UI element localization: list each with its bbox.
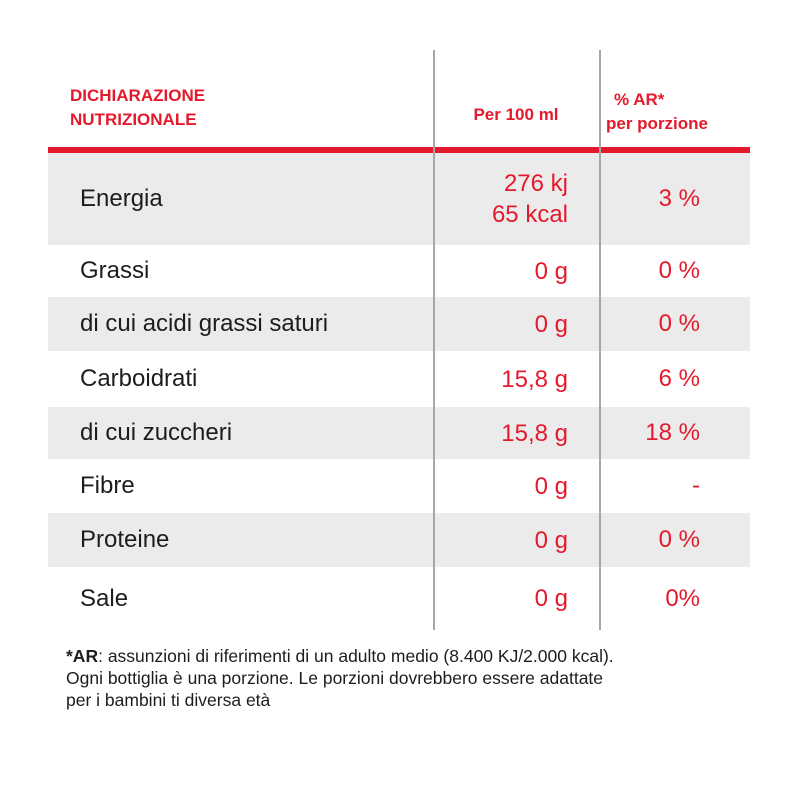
table-row-fibre: Fibre 0 g - xyxy=(48,459,750,513)
table-title: DICHIARAZIONE NUTRIZIONALE xyxy=(70,84,300,132)
column-header-ar-line1: % AR* xyxy=(614,90,665,109)
header-divider xyxy=(48,147,750,153)
row-percent: 18 % xyxy=(645,419,700,446)
column-divider-2 xyxy=(599,50,601,630)
row-percent: - xyxy=(692,472,700,499)
footnote-label: *AR xyxy=(66,646,99,666)
table-row-grassi-saturi: di cui acidi grassi saturi 0 g 0 % xyxy=(48,297,750,351)
row-value-kj: 276 kj xyxy=(503,170,568,197)
column-divider-1 xyxy=(433,50,435,630)
table-row-zuccheri: di cui zuccheri 15,8 g 18 % xyxy=(48,407,750,459)
column-header-ar: % AR* per porzione xyxy=(606,88,746,136)
footnote-line1: : assunzioni di riferimenti di un adulto… xyxy=(98,646,614,666)
row-value-kcal: 65 kcal xyxy=(491,201,568,228)
row-percent: 3 % xyxy=(658,185,700,212)
row-value: 15,8 g xyxy=(501,419,568,447)
row-percent: 0 % xyxy=(658,526,700,553)
column-header-per-100: Per 100 ml xyxy=(473,105,559,124)
row-value: 15,8 g xyxy=(501,365,568,393)
row-percent: 6 % xyxy=(658,365,700,392)
row-label: Proteine xyxy=(80,526,170,553)
row-percent: 0 % xyxy=(658,310,700,337)
footnote: *AR: assunzioni di riferimenti di un adu… xyxy=(66,645,766,711)
row-percent: 0 % xyxy=(658,257,700,284)
row-value: 0 g xyxy=(534,257,568,285)
row-value: 276 kj 65 kcal xyxy=(436,153,568,245)
table-title-line1: DICHIARAZIONE xyxy=(70,86,206,105)
table-title-line2: NUTRIZIONALE xyxy=(70,110,197,129)
row-label: Grassi xyxy=(80,257,150,284)
footnote-line3: per i bambini ti diversa età xyxy=(66,690,271,710)
footnote-line2: Ogni bottiglia è una porzione. Le porzio… xyxy=(66,668,604,688)
row-percent: 0% xyxy=(665,584,700,612)
row-value: 0 g xyxy=(534,310,568,338)
row-label: Carboidrati xyxy=(80,365,198,392)
row-label: Fibre xyxy=(80,472,135,499)
row-label: di cui zuccheri xyxy=(80,419,233,446)
table-row-sale: Sale 0 g 0% xyxy=(48,567,750,630)
table-row-energia: Energia 276 kj 65 kcal 3 % xyxy=(48,153,750,245)
nutrition-table: DICHIARAZIONE NUTRIZIONALE Per 100 ml % … xyxy=(48,50,750,630)
column-header-ar-line2: per porzione xyxy=(606,114,709,133)
row-label: Energia xyxy=(80,185,163,212)
row-value: 0 g xyxy=(534,585,568,612)
row-value: 0 g xyxy=(534,472,568,500)
table-row-proteine: Proteine 0 g 0 % xyxy=(48,513,750,567)
table-row-carboidrati: Carboidrati 15,8 g 6 % xyxy=(48,351,750,407)
table-row-grassi: Grassi 0 g 0 % xyxy=(48,245,750,297)
row-label: di cui acidi grassi saturi xyxy=(80,310,329,337)
row-value: 0 g xyxy=(534,526,568,554)
row-label: Sale xyxy=(80,584,129,612)
